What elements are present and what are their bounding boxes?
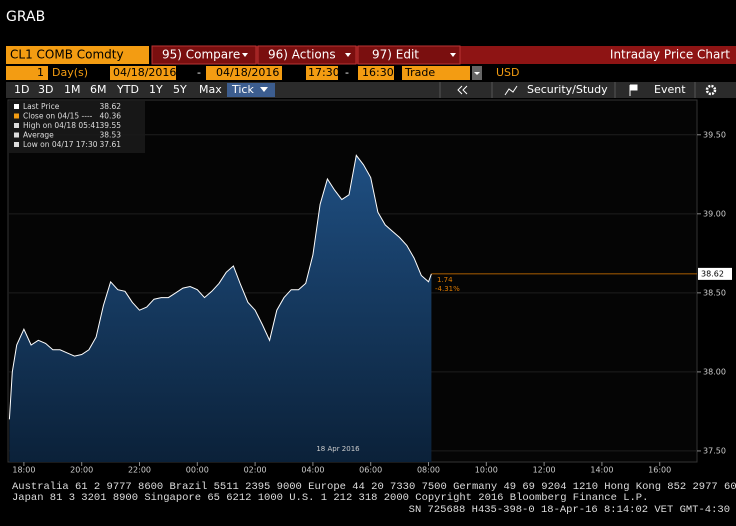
separator: -: [197, 66, 201, 79]
price-line: [8, 154, 432, 420]
tick-button[interactable]: [227, 83, 275, 97]
security-study-button[interactable]: Security/Study: [527, 83, 608, 96]
x-tick-label: 22:00: [128, 466, 151, 475]
edit-button[interactable]: [357, 45, 461, 65]
period-text: 1: [37, 66, 44, 79]
menu-item[interactable]: 96) Actions: [268, 48, 336, 62]
security-field[interactable]: [6, 46, 149, 64]
legend-swatch: [14, 113, 19, 119]
legend-label: High on 04/18 05:41: [23, 121, 100, 130]
legend-swatch: [14, 142, 19, 147]
legend-box: [9, 101, 145, 153]
start-date: 04/18/2016: [113, 66, 176, 79]
y-tick-label: 39.00: [703, 209, 726, 218]
currency: USD: [496, 66, 520, 79]
dropdown-arrow: [242, 53, 248, 57]
flag-icon: [629, 84, 638, 96]
start-time-field[interactable]: [306, 66, 338, 80]
chart: 37.50 38.00 38.50 39.00 39.50 18:00 20:00 22:00…: [8, 101, 732, 475]
event-text: Trade: [404, 66, 435, 79]
range-button[interactable]: 5Y: [173, 83, 187, 96]
legend-swatch: [14, 123, 19, 128]
start-time: 17:30: [308, 66, 340, 79]
end-date-field[interactable]: [206, 66, 282, 80]
x-tick-label: 02:00: [244, 466, 267, 475]
dropdown-arrow: [345, 53, 351, 57]
x-tick-label: 04:00: [301, 466, 324, 475]
date-annotation: 18 Apr 2016: [316, 445, 360, 453]
x-tick-label: 08:00: [417, 466, 440, 475]
x-tick-label: 16:00: [648, 466, 671, 475]
x-tick-label: 20:00: [70, 466, 93, 475]
period-field[interactable]: [6, 66, 48, 80]
legend-value: 37.61: [100, 140, 122, 149]
footer-line: SN 725688 H435-398-0 18-Apr-16 8:14:02 V…: [409, 504, 730, 516]
x-tick-label: 12:00: [533, 466, 556, 475]
end-date: 04/18/2016: [216, 66, 279, 79]
range-button[interactable]: 1D: [14, 83, 29, 96]
range-button[interactable]: 3D: [38, 83, 53, 96]
y-tick-label: 38.00: [703, 367, 726, 376]
separator: -: [345, 66, 349, 79]
y-tick-label: 39.50: [703, 130, 726, 139]
dropdown-arrow: [450, 53, 456, 57]
legend-label: Low on 04/17 17:30: [23, 140, 98, 149]
footer-line: Australia 61 2 9777 8600 Brazil 5511 239…: [12, 481, 736, 493]
event-button[interactable]: Event: [654, 83, 686, 96]
legend-label: Average: [23, 131, 54, 140]
price-area: [9, 155, 432, 463]
unit-label: Day(s): [52, 66, 88, 79]
change: 1.74: [437, 276, 453, 284]
legend-value: 38.53: [100, 131, 122, 140]
x-tick-label: 06:00: [359, 466, 382, 475]
page-title: Intraday Price Chart: [610, 48, 730, 62]
event-field[interactable]: [402, 66, 470, 80]
end-time-field[interactable]: [358, 66, 394, 80]
dropdown-arrow: [260, 87, 268, 92]
legend-label: Close on 04/15 ----: [23, 112, 93, 121]
x-tick-label: 14:00: [590, 466, 613, 475]
legend-value: 40.36: [100, 112, 122, 121]
window-title: GRAB: [6, 9, 45, 25]
last-price-label: 38.62: [701, 269, 724, 278]
legend-value: 39.55: [100, 121, 122, 130]
end-time: 16:30: [362, 66, 394, 79]
change-pct: -4.31%: [435, 285, 460, 293]
menu-item[interactable]: 95) Compare: [162, 48, 240, 62]
range-button[interactable]: 1M: [64, 83, 81, 96]
compare-button[interactable]: [151, 45, 257, 65]
legend-value: 38.62: [100, 102, 122, 111]
range-button[interactable]: YTD: [116, 83, 139, 96]
tick-label[interactable]: Tick: [231, 83, 254, 96]
y-tick-label: 37.50: [703, 446, 726, 455]
range-buttons: 1D 3D 1M 6M YTD 1Y 5Y Max: [14, 83, 222, 96]
x-tick-label: 00:00: [186, 466, 209, 475]
x-tick-label: 18:00: [12, 466, 35, 475]
legend-label: Last Price: [23, 102, 60, 111]
settings-icon[interactable]: [705, 84, 717, 96]
footer-line: Japan 81 3 3201 8900 Singapore 65 6212 1…: [12, 492, 648, 504]
range-button[interactable]: Max: [199, 83, 222, 96]
legend-swatch: [14, 132, 19, 138]
range-button[interactable]: 1Y: [149, 83, 163, 96]
collapse-icon[interactable]: [457, 85, 468, 95]
start-date-field[interactable]: [110, 66, 176, 80]
menu-item[interactable]: 97) Edit: [372, 48, 419, 62]
dropdown-arrow: [474, 72, 480, 75]
range-bar: [6, 82, 736, 98]
legend-swatch: [14, 104, 19, 109]
security-text: CL1 COMB Comdty: [10, 48, 124, 62]
study-icon: [504, 85, 518, 96]
actions-button[interactable]: [257, 45, 357, 65]
x-tick-label: 10:00: [475, 466, 498, 475]
range-button[interactable]: 6M: [90, 83, 107, 96]
y-tick-label: 38.50: [703, 288, 726, 297]
last-price-box: [698, 267, 732, 280]
